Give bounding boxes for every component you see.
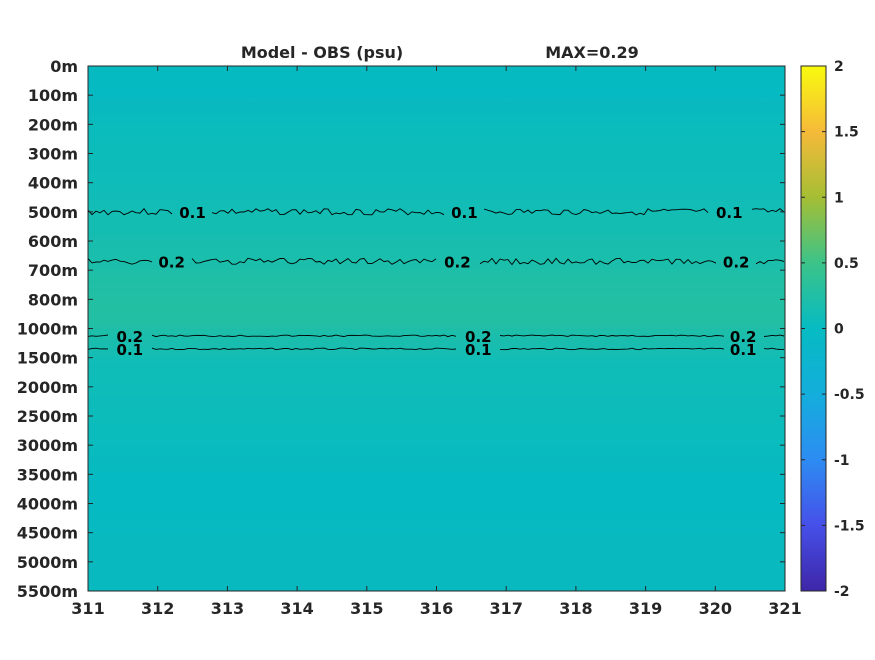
contour-label: 0.1 xyxy=(730,341,757,359)
chart-title: Model - OBS (psu) xyxy=(241,43,403,62)
colorbar-tick-label: 1 xyxy=(834,190,844,206)
heatmap-fill xyxy=(88,66,785,591)
contour-line xyxy=(87,207,173,216)
depth-band xyxy=(88,386,785,416)
y-tick-label: 0m xyxy=(50,57,78,76)
contour-lines: 0.1 0.1 0.10.2 0.2 0.20.2 0.2 0.20.1 0.1 0.1 xyxy=(87,204,785,359)
x-tick-label: 312 xyxy=(141,599,174,618)
contour-line xyxy=(499,347,725,351)
colorbar-axis: 2 1.5 1 0.5 0 -0.5 -1 -1.5 -2 xyxy=(801,59,865,600)
contour-line xyxy=(151,334,457,338)
depth-band xyxy=(88,153,785,183)
x-tick-label: 317 xyxy=(489,599,522,618)
depth-band xyxy=(88,474,785,504)
contour-line xyxy=(87,334,109,337)
contour-line xyxy=(751,208,785,213)
contour-line xyxy=(483,208,709,216)
y-tick-label: 5500m xyxy=(17,582,78,601)
contour-label: 0.2 xyxy=(158,253,185,271)
y-tick-label: 4500m xyxy=(17,524,78,543)
depth-band xyxy=(88,182,785,212)
contour-line xyxy=(211,208,445,216)
y-tick-label: 4000m xyxy=(17,495,78,514)
x-tick-label: 319 xyxy=(629,599,662,618)
contour-label: 0.2 xyxy=(444,253,471,271)
x-tick-label: 314 xyxy=(280,599,313,618)
contour-line xyxy=(151,347,457,351)
x-tick-label: 311 xyxy=(71,599,104,618)
y-tick-label: 300m xyxy=(28,145,78,164)
contour-label: 0.1 xyxy=(716,204,743,222)
contour-label: 0.2 xyxy=(730,328,757,346)
y-tick-label: 5000m xyxy=(17,553,78,572)
x-tick-label: 321 xyxy=(768,599,801,618)
y-tick-label: 500m xyxy=(28,203,78,222)
x-tick-label: 315 xyxy=(350,599,383,618)
colorbar-tick-label: 1.5 xyxy=(834,125,859,141)
contour-line xyxy=(755,259,785,265)
contour-line xyxy=(479,257,717,266)
contour-line xyxy=(763,347,785,351)
x-tick-label: 313 xyxy=(211,599,244,618)
y-tick-label: 1000m xyxy=(17,320,78,339)
y-tick-label: 600m xyxy=(28,232,78,251)
depth-band xyxy=(88,416,785,446)
y-tick-label: 3000m xyxy=(17,436,78,455)
contour-label: 0.2 xyxy=(117,328,144,346)
y-tick-label: 700m xyxy=(28,261,78,280)
x-tick-label: 318 xyxy=(559,599,592,618)
depth-band xyxy=(88,270,785,300)
contour-line xyxy=(87,347,109,350)
x-tick-label: 320 xyxy=(699,599,732,618)
depth-band xyxy=(88,95,785,125)
depth-band xyxy=(88,299,785,329)
colorbar-tick-label: -1 xyxy=(834,453,850,469)
contour-label: 0.2 xyxy=(723,253,750,271)
depth-band xyxy=(88,532,785,562)
colorbar-tick-label: -2 xyxy=(834,584,850,600)
contour-line xyxy=(763,334,785,337)
colorbar-tick-label: 0 xyxy=(834,322,844,338)
depth-band xyxy=(88,445,785,475)
contour-line xyxy=(499,334,725,337)
contour-label: 0.2 xyxy=(465,328,492,346)
heatmap-field xyxy=(88,66,785,591)
contour-label: 0.1 xyxy=(179,204,206,222)
y-tick-label: 2000m xyxy=(17,378,78,397)
y-tick-label: 3500m xyxy=(17,465,78,484)
depth-band xyxy=(88,357,785,387)
y-tick-label: 400m xyxy=(28,174,78,193)
contour-label: 0.1 xyxy=(451,204,478,222)
depth-band xyxy=(88,328,785,358)
colorbar-tick-label: 2 xyxy=(834,59,844,75)
y-tick-label: 800m xyxy=(28,290,78,309)
max-annotation: MAX=0.29 xyxy=(545,43,639,62)
depth-band xyxy=(88,211,785,241)
x-tick-label: 316 xyxy=(420,599,453,618)
colorbar-tick-label: -0.5 xyxy=(834,387,865,403)
axes: 0m 100m 200m 300m 400m 500m 600m 700m 800m 1000m 1… xyxy=(17,57,802,618)
colorbar-tick-label: 0.5 xyxy=(834,256,859,272)
contour-line xyxy=(87,258,153,265)
depth-band xyxy=(88,503,785,533)
contour-line xyxy=(191,257,437,265)
y-tick-label: 1500m xyxy=(17,349,78,368)
y-tick-label: 100m xyxy=(28,86,78,105)
y-tick-label: 2500m xyxy=(17,407,78,426)
depth-band xyxy=(88,124,785,154)
colorbar-tick-label: -1.5 xyxy=(834,518,865,534)
contour-label: 0.1 xyxy=(465,341,492,359)
y-tick-label: 200m xyxy=(28,115,78,134)
depth-band xyxy=(88,241,785,271)
contour-label: 0.1 xyxy=(117,341,144,359)
